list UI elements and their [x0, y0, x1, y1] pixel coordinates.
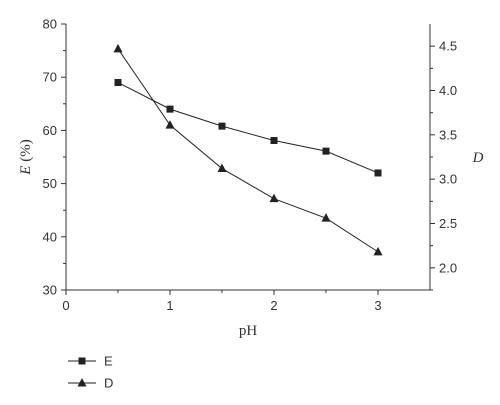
chart-ticks: 0 1 2 3 30 40 50 60 70 80 2.0 2.5 3.0 3.5 4.0 4.5 [43, 17, 458, 314]
series-D-point [165, 120, 175, 129]
left-y-tick-label: 60 [43, 123, 57, 138]
series-E-point [322, 147, 330, 155]
right-y-axis-label: D [472, 150, 484, 166]
series-D-point [217, 163, 227, 173]
right-y-tick-label: 2.0 [439, 260, 457, 275]
legend-E-marker [78, 357, 86, 365]
left-y-tick-label: 30 [43, 283, 57, 298]
series-E-point [114, 79, 122, 87]
right-y-tick-label: 4.0 [439, 83, 457, 98]
series-E-point [218, 122, 226, 130]
left-y-tick-label: 70 [43, 70, 57, 85]
series-E-point [270, 137, 278, 145]
right-y-tick-label: 3.0 [439, 172, 457, 187]
chart-axis-labels: pH E (%) D [18, 139, 484, 339]
series-E-point [166, 105, 174, 113]
series-D-line [117, 48, 379, 253]
series-D-point [269, 193, 279, 203]
left-y-axis-symbol: E [18, 166, 34, 176]
legend-D-marker [77, 378, 87, 387]
left-y-tick-label: 80 [43, 17, 57, 32]
series-D-point [373, 246, 383, 256]
x-tick-label: 3 [374, 298, 381, 313]
chart-series [113, 43, 383, 256]
series-D-point [113, 43, 123, 53]
left-y-tick-label: 40 [43, 229, 57, 244]
series-E-line [117, 82, 379, 174]
left-y-axis-unit: (%) [18, 139, 34, 165]
right-y-tick-label: 2.5 [439, 216, 457, 231]
left-y-tick-label: 50 [43, 176, 57, 191]
chart-legend: ED [68, 354, 113, 391]
right-y-tick-label: 4.5 [439, 39, 457, 54]
legend-E-label: E [104, 354, 113, 369]
right-y-tick-label: 3.5 [439, 127, 457, 142]
series-E-point [374, 169, 382, 177]
x-axis-label: pH [239, 323, 258, 339]
x-tick-label: 0 [62, 298, 69, 313]
series-D-point [321, 213, 331, 222]
x-tick-label: 1 [166, 298, 173, 313]
x-tick-label: 2 [270, 298, 277, 313]
legend-D-label: D [104, 376, 113, 391]
left-y-axis-label: E (%) [18, 139, 34, 175]
